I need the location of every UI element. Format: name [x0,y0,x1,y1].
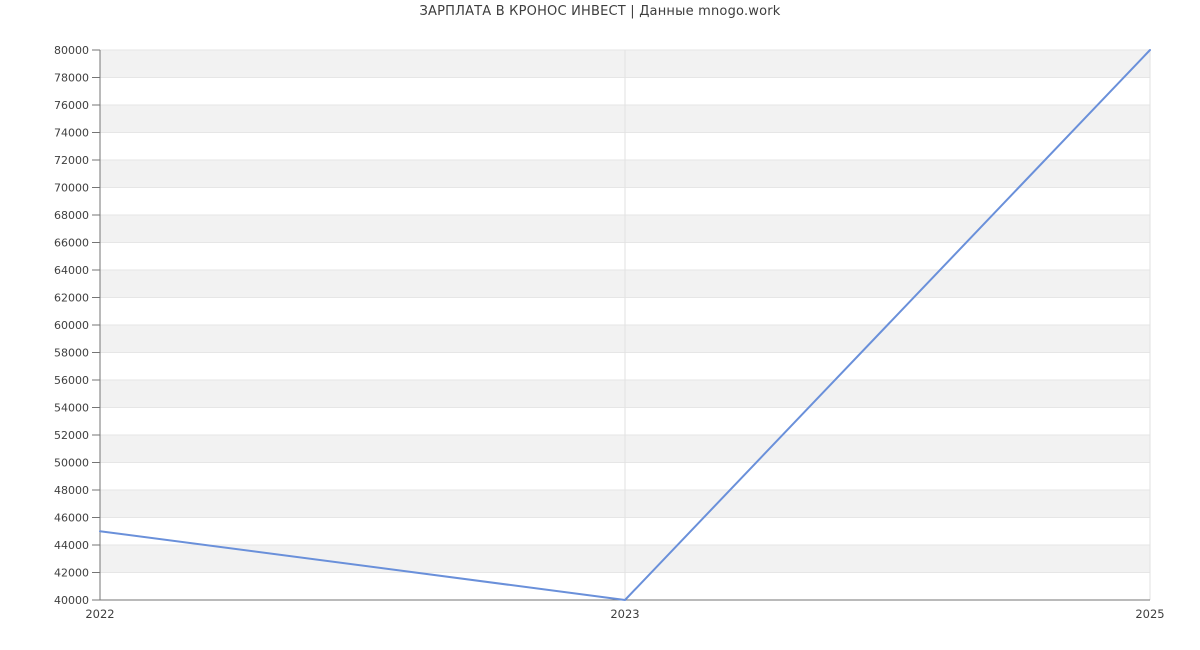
y-tick-label: 64000 [54,264,89,277]
x-tick-label: 2022 [85,607,114,621]
y-tick-label: 42000 [54,567,89,580]
y-tick-label: 52000 [54,429,89,442]
y-tick-label: 54000 [54,402,89,415]
y-tick-label: 60000 [54,319,89,332]
chart-title: ЗАРПЛАТА В КРОНОС ИНВЕСТ | Данные mnogo.… [419,4,781,19]
y-tick-label: 50000 [54,457,89,470]
x-tick-label: 2025 [1135,607,1164,621]
y-tick-label: 40000 [54,594,89,607]
x-tick-label: 2023 [610,607,639,621]
y-tick-label: 48000 [54,484,89,497]
y-tick-label: 66000 [54,237,89,250]
y-tick-label: 58000 [54,347,89,360]
y-tick-label: 78000 [54,72,89,85]
y-tick-label: 62000 [54,292,89,305]
y-tick-label: 44000 [54,539,89,552]
y-tick-label: 76000 [54,99,89,112]
y-tick-label: 46000 [54,512,89,525]
y-tick-label: 74000 [54,127,89,140]
y-tick-label: 56000 [54,374,89,387]
y-tick-label: 80000 [54,44,89,57]
y-tick-label: 70000 [54,182,89,195]
y-tick-label: 72000 [54,154,89,167]
y-tick-label: 68000 [54,209,89,222]
series-line [99,49,1151,601]
